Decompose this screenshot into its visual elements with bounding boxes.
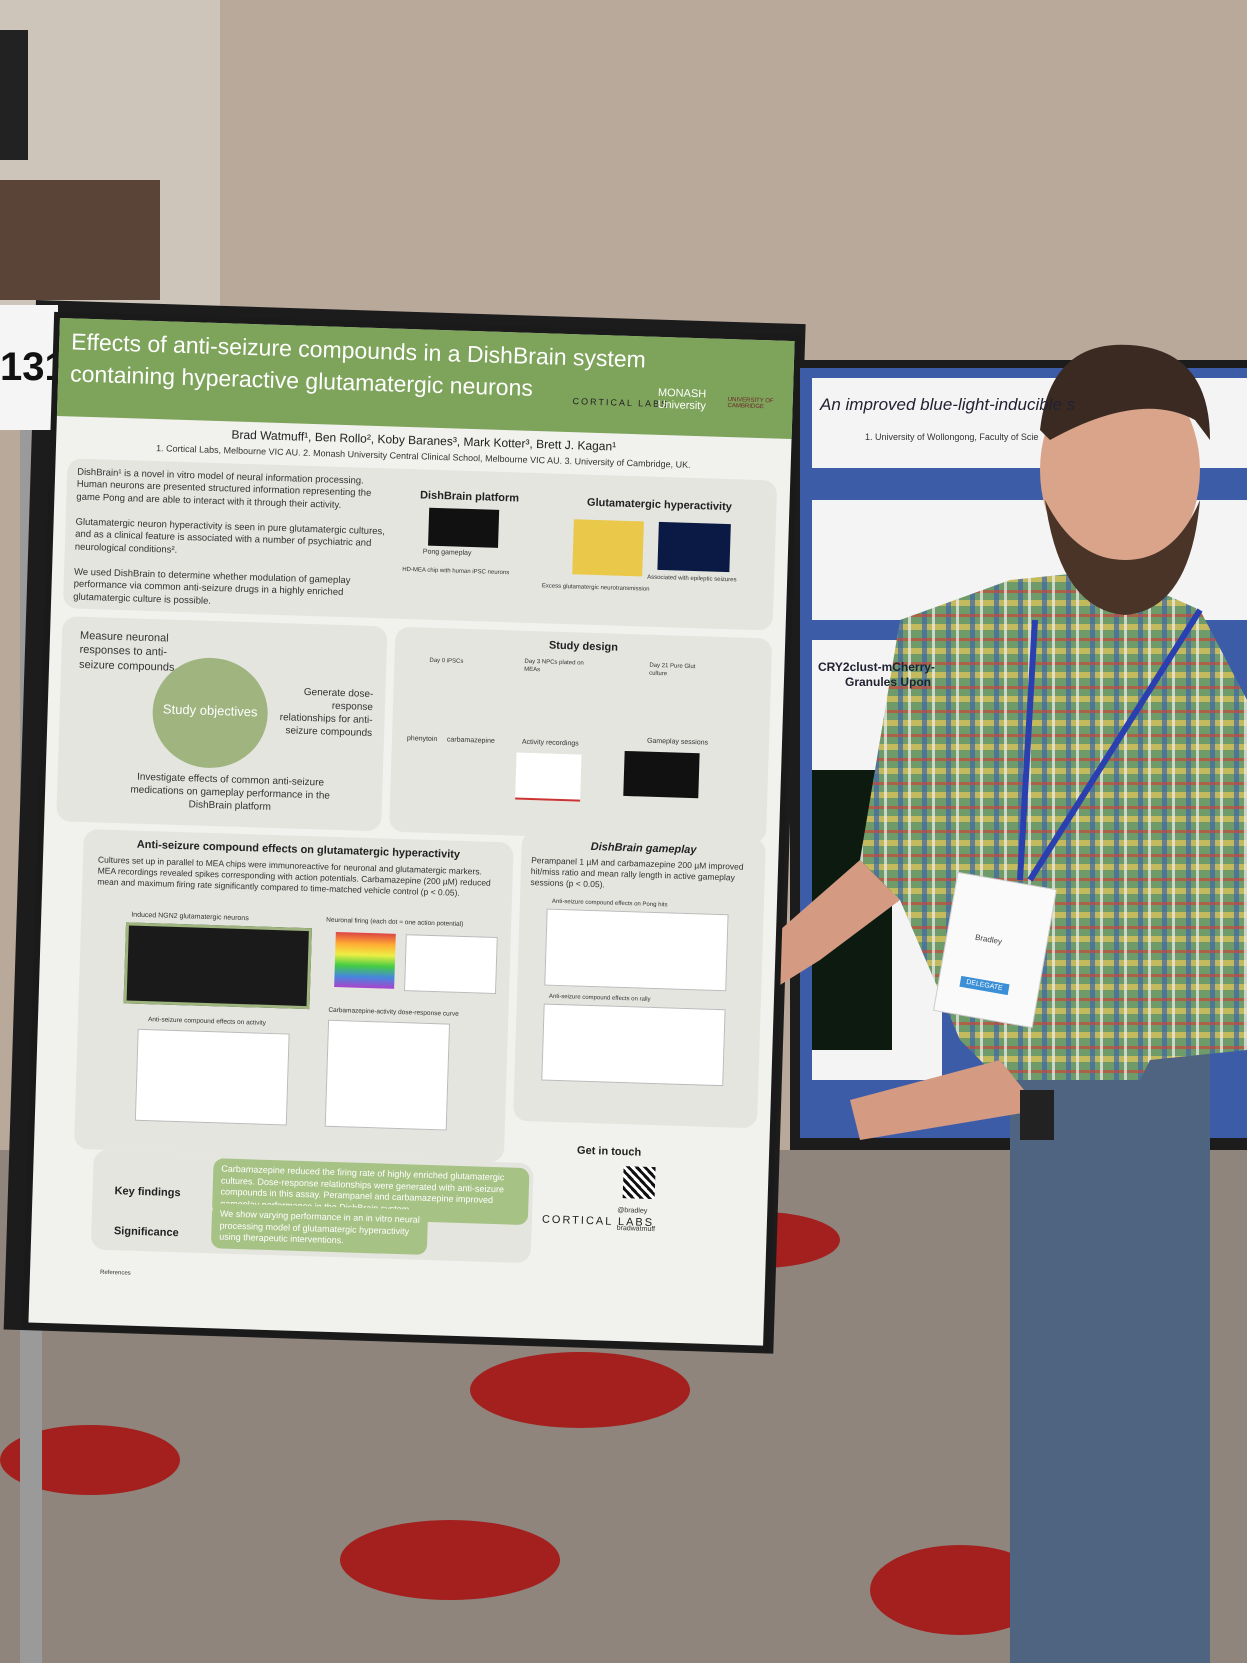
raster-plot — [404, 934, 498, 995]
box-figure — [541, 1003, 726, 1087]
step: Day 3 NPCs plated on MEAs — [524, 658, 584, 674]
neighbor-section: CRY2clust-mCherry- — [818, 660, 935, 674]
pong-screen — [623, 750, 700, 799]
carpet-pattern — [340, 1520, 560, 1600]
person-beard — [1045, 500, 1200, 615]
contact-heading: Get in touch — [576, 1144, 642, 1159]
curve-figure — [324, 1019, 451, 1131]
badge — [933, 871, 1057, 1029]
drug: phenytoin — [406, 735, 438, 744]
neighbor-affiliation: 1. University of Wollongong, Faculty of … — [865, 432, 1039, 442]
raster-plot — [334, 931, 396, 989]
lanyard — [1017, 608, 1203, 882]
person-hair — [1040, 344, 1210, 440]
objective: Investigate effects of common anti-seizu… — [130, 771, 331, 813]
micrograph — [123, 922, 312, 1010]
caption: Activity recordings — [521, 738, 579, 748]
step: Day 0 iPSCs — [429, 657, 464, 665]
person-arm — [850, 1060, 1040, 1140]
door-frame — [0, 180, 160, 300]
brain-scan — [657, 521, 731, 573]
significance-text: We show varying performance in an in vit… — [210, 1203, 429, 1256]
logo: UNIVERSITY OF CAMBRIDGE — [727, 397, 774, 411]
box-figure — [544, 908, 729, 992]
step: Day 21 Pure Glut culture — [649, 662, 696, 678]
drug: carbamazepine — [446, 736, 495, 745]
carpet-pattern — [470, 1352, 690, 1428]
poster: Effects of anti-seizure compounds in a D… — [28, 318, 795, 1346]
caption: Gameplay sessions — [646, 737, 709, 747]
objective: Generate dose-response relationships for… — [279, 686, 374, 740]
objective: Measure neuronal responses to anti-seizu… — [78, 629, 175, 674]
activity-trace — [515, 752, 582, 802]
logo: CORTICAL LABS — [541, 1213, 655, 1230]
caption: Pong gameplay — [422, 548, 472, 558]
synapse-illustration — [572, 519, 644, 577]
carpet-pattern — [0, 1425, 180, 1495]
references-label: References — [99, 1269, 131, 1277]
gameplay-text: Perampanel 1 µM and carbamazepine 200 µM… — [530, 855, 744, 890]
neighbor-title: An improved blue-light-inducible s — [820, 395, 1076, 414]
carpet-pattern — [870, 1545, 1050, 1635]
logo: MONASH University — [657, 386, 707, 413]
contact: @bradley — [617, 1206, 648, 1215]
pong-screen — [428, 507, 500, 548]
watch — [1020, 1090, 1054, 1140]
bar-figure — [134, 1028, 290, 1126]
poster-number: 131 — [0, 305, 67, 430]
screen — [0, 30, 28, 160]
neighbor-section: Granules Upon — [845, 675, 932, 689]
qr-code — [622, 1166, 656, 1200]
